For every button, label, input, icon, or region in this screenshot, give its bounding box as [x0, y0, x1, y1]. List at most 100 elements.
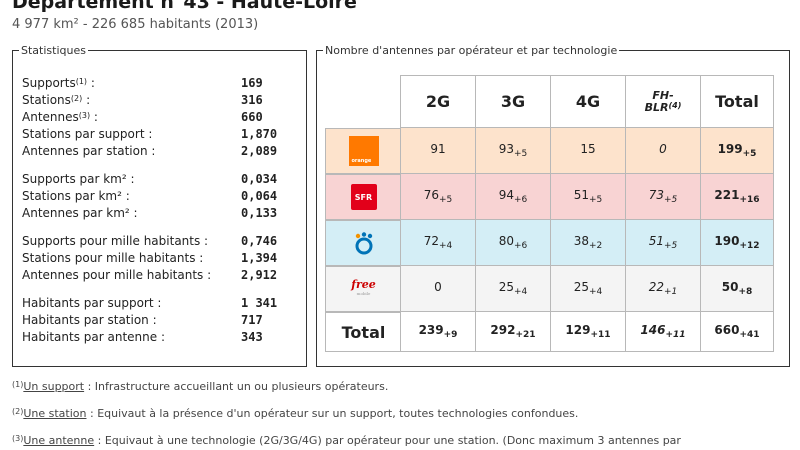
stat-label: Stations par km² : [22, 189, 130, 203]
stats-list: Supports(1) : 169 Stations(2) : 316 Antennes… [22, 75, 300, 346]
table-cell: 25+4 [475, 265, 551, 312]
header-3g: 3G [475, 75, 551, 128]
operator-orange: orange [325, 128, 401, 174]
table-cell: 76+5 [400, 173, 476, 220]
column-total-cell: 292+21 [475, 311, 551, 352]
footnote: (3)Une antenne : Equivaut à une technolo… [12, 434, 681, 447]
header-fh-blr: FH- BLR(4) [625, 75, 701, 128]
table-row-total: 239+9 292+21 129+11 146+11 660+41 [400, 311, 774, 352]
table-row-bouygues: 72+4 80+6 38+2 51+5 190+12 [400, 219, 774, 266]
table-cell: 15 [550, 127, 626, 174]
stat-label: Habitants par antenne : [22, 330, 165, 344]
bouygues-logo-icon [355, 232, 372, 255]
total-row-label: Total [325, 312, 401, 352]
stat-value: 2,912 [241, 268, 278, 282]
table-row-orange: 91 93+5 15 0 199+5 [400, 127, 774, 174]
footnote: (2)Une station : Equivaut à la présence … [12, 407, 579, 420]
antennas-legend: Nombre d'antennes par opérateur et par t… [325, 44, 618, 57]
row-total-cell: 190+12 [700, 219, 774, 266]
antennas-table: 2G 3G 4G FH- BLR(4) Total 91 93+5 15 0 199+5… [400, 75, 774, 352]
stat-value: 2,089 [241, 144, 278, 158]
stat-label: Habitants par station : [22, 313, 157, 327]
stat-row: Habitants par antenne : 343 [22, 329, 300, 346]
stat-label: Supports pour mille habitants : [22, 234, 209, 248]
table-cell: 38+2 [550, 219, 626, 266]
stat-row: Habitants par station : 717 [22, 312, 300, 329]
stat-label: Supports par km² : [22, 172, 135, 186]
table-cell: 22+1 [625, 265, 701, 312]
stat-row: Stations par km² : 0,064 [22, 188, 300, 205]
stats-legend: Statistiques [21, 44, 86, 57]
stat-row: Supports pour mille habitants : 0,746 [22, 233, 300, 250]
footnote: (1)Un support : Infrastructure accueilla… [12, 380, 389, 393]
header-4g: 4G [550, 75, 626, 128]
stats-gap [22, 160, 300, 171]
stat-row: Stations pour mille habitants : 1,394 [22, 250, 300, 267]
table-cell: 94+6 [475, 173, 551, 220]
table-row-sfr: 76+5 94+6 51+5 73+5 221+16 [400, 173, 774, 220]
table-cell: 0 [400, 265, 476, 312]
column-total-cell: 129+11 [550, 311, 626, 352]
footnotes: (1)Un support : Infrastructure accueilla… [12, 380, 790, 450]
stat-label: Antennes(3) : [22, 110, 98, 124]
stat-value: 169 [241, 76, 263, 90]
stat-row: Antennes par km² : 0,133 [22, 205, 300, 222]
table-cell: 93+5 [475, 127, 551, 174]
stat-label: Habitants par support : [22, 296, 162, 310]
column-total-cell: 239+9 [400, 311, 476, 352]
table-cell: 73+5 [625, 173, 701, 220]
stat-value: 316 [241, 93, 263, 107]
table-cell: 80+6 [475, 219, 551, 266]
stat-row: Supports(1) : 169 [22, 75, 300, 92]
row-total-cell: 221+16 [700, 173, 774, 220]
stat-label: Antennes par km² : [22, 206, 138, 220]
operator-free: free mobile [325, 266, 401, 312]
stat-label: Antennes pour mille habitants : [22, 268, 212, 282]
stat-label: Supports(1) : [22, 76, 95, 90]
orange-logo-icon: orange [348, 136, 379, 166]
stat-row: Habitants par support : 1 341 [22, 295, 300, 312]
stat-value: 0,746 [241, 234, 278, 248]
stat-row: Stations(2) : 316 [22, 92, 300, 109]
stat-label: Stations par support : [22, 127, 153, 141]
stat-row: Antennes pour mille habitants : 2,912 [22, 267, 300, 284]
logo-header-blank [325, 75, 401, 128]
stat-value: 0,034 [241, 172, 278, 186]
column-total-cell: 146+11 [625, 311, 701, 352]
stat-row: Supports par km² : 0,034 [22, 171, 300, 188]
stat-value: 717 [241, 313, 263, 327]
stat-value: 660 [241, 110, 263, 124]
stat-row: Antennes(3) : 660 [22, 109, 300, 126]
table-header-row: 2G 3G 4G FH- BLR(4) Total [400, 75, 774, 128]
stat-label: Stations pour mille habitants : [22, 251, 204, 265]
operator-sfr: SFR [325, 174, 401, 220]
grand-total-cell: 660+41 [700, 311, 774, 352]
stat-value: 343 [241, 330, 263, 344]
table-cell: 72+4 [400, 219, 476, 266]
header-total: Total [700, 75, 774, 128]
stat-value: 0,064 [241, 189, 278, 203]
table-row-free: 0 25+4 25+4 22+1 50+8 [400, 265, 774, 312]
table-cell: 0 [625, 127, 701, 174]
row-total-cell: 199+5 [700, 127, 774, 174]
stat-label: Stations(2) : [22, 93, 91, 107]
stat-value: 0,133 [241, 206, 278, 220]
page-title: Département n°43 - Haute-Loire [12, 0, 357, 13]
table-cell: 51+5 [625, 219, 701, 266]
header-2g: 2G [400, 75, 476, 128]
stats-gap [22, 222, 300, 233]
table-cell: 91 [400, 127, 476, 174]
stats-gap [22, 284, 300, 295]
stat-label: Antennes par station : [22, 144, 156, 158]
page-subtitle: 4 977 km² - 226 685 habitants (2013) [12, 17, 259, 32]
stat-value: 1 341 [241, 296, 278, 310]
antennas-panel: Nombre d'antennes par opérateur et par t… [316, 44, 790, 367]
stat-value: 1,394 [241, 251, 278, 265]
sfr-logo-icon: SFR [350, 184, 377, 210]
row-total-cell: 50+8 [700, 265, 774, 312]
stat-row: Antennes par station : 2,089 [22, 143, 300, 160]
free-logo-icon: free mobile [351, 278, 376, 296]
stat-row: Stations par support : 1,870 [22, 126, 300, 143]
operator-bouygues [325, 220, 401, 266]
stats-panel: Statistiques Supports(1) : 169 Stations(2)… [12, 44, 307, 367]
